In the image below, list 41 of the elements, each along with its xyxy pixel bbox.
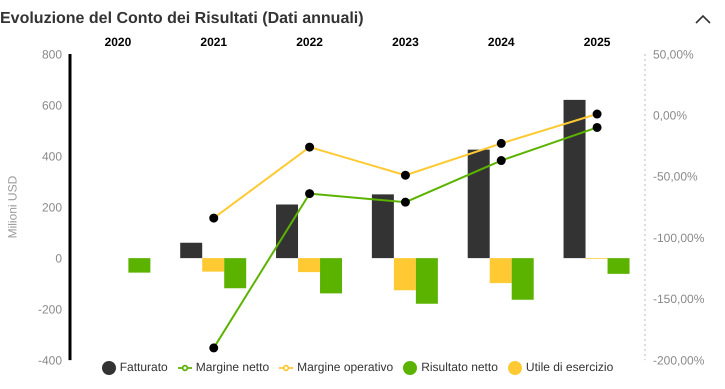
legend-label: Fatturato (120, 360, 168, 374)
y-tick-label: -400 (38, 353, 62, 368)
bar (224, 258, 246, 288)
y-axis-title: Milioni USD (5, 175, 20, 238)
bar (564, 100, 586, 258)
bar (320, 258, 342, 294)
bar (298, 258, 320, 272)
bar (180, 242, 202, 258)
bar (202, 258, 224, 272)
y2-tick-label: -200,00% (653, 353, 705, 368)
bar (468, 150, 490, 258)
x-tick-label: 2022 (296, 35, 324, 49)
x-tick-label: 2024 (488, 35, 515, 49)
bar (372, 194, 394, 258)
bar (276, 204, 298, 258)
y2-tick-label: -150,00% (653, 292, 705, 306)
y2-tick-label: 50,00% (653, 47, 694, 62)
y-tick-label: 600 (42, 98, 62, 112)
y2-tick-label: 0,00% (653, 108, 688, 122)
legend-label: Margine operativo (297, 360, 394, 374)
bar (608, 258, 630, 274)
legend-label: Margine netto (196, 360, 270, 374)
bar (512, 258, 534, 300)
x-tick-label: 2025 (584, 35, 611, 49)
bar (128, 258, 150, 273)
y-tick-label: 200 (42, 200, 62, 214)
chart-title: Evoluzione del Conto dei Risultati (Dati annuali) (0, 10, 364, 28)
bar (416, 258, 438, 304)
x-tick-label: 2020 (104, 35, 132, 49)
legend-label: Utile di esercizio (526, 360, 614, 374)
legend-label: Risultato netto (421, 360, 498, 374)
y-tick-label: 800 (42, 47, 62, 62)
y2-tick-label: -50,00% (653, 170, 698, 184)
bar (394, 258, 416, 290)
y-tick-label: 400 (42, 149, 62, 164)
y2-tick-label: -100,00% (653, 230, 705, 245)
y-tick-label: 0 (55, 251, 62, 266)
y-tick-label: -200 (38, 302, 62, 316)
bar (490, 258, 512, 284)
x-tick-label: 2023 (392, 35, 420, 49)
x-tick-label: 2021 (200, 35, 228, 49)
